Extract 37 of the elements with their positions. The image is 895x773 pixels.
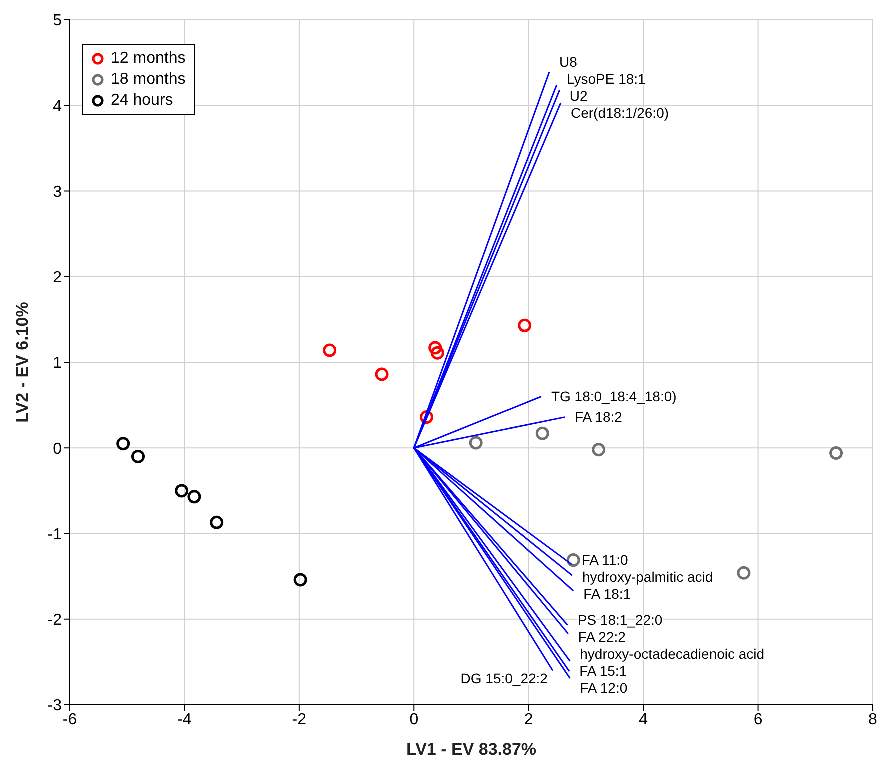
legend-label: 18 months (110, 70, 186, 90)
x-tick-label: 2 (524, 711, 534, 728)
series-label: FA 22:2 (578, 629, 626, 646)
y-tick-label: 4 (53, 98, 62, 116)
x-axis-title: LV1 - EV 83.87% (406, 740, 537, 759)
series-label: DG 15:0_22:2 (460, 670, 548, 687)
y-tick-label: 1 (53, 355, 62, 372)
x-tick-label: 6 (754, 711, 763, 728)
series-label: hydroxy-palmitic acid (582, 569, 714, 586)
series-label: hydroxy-octadecadienoic acid (580, 646, 765, 662)
series-label: FA 11:0 (582, 552, 629, 568)
legend-label: 12 months (110, 49, 186, 69)
y-tick-label: 0 (53, 440, 62, 458)
series-label: U8 (560, 54, 578, 70)
series-label: TG 18:0_18:4_18:0) (551, 388, 677, 405)
legend-label: 24 hours (110, 91, 174, 111)
series-label: FA 12:0 (580, 680, 628, 696)
series-label: PS 18:1_22:0 (578, 612, 663, 628)
y-tick-label: 2 (53, 270, 62, 287)
x-tick-label: -4 (178, 711, 192, 728)
y-tick-label: -3 (48, 698, 62, 715)
y-tick-label: 3 (53, 184, 62, 201)
series-label: U2 (570, 88, 588, 104)
series-label: LysoPE 18:1 (566, 71, 646, 88)
x-tick-label: 0 (410, 711, 419, 728)
x-tick-label: -6 (62, 711, 78, 728)
x-tick-label: 8 (868, 711, 878, 728)
series-label: Cer(d18:1/26:0) (570, 105, 670, 122)
y-tick-label: -1 (48, 526, 62, 544)
series-label: FA 18:2 (574, 409, 623, 426)
y-tick-label: -2 (48, 612, 62, 630)
x-tick-label: -2 (292, 711, 307, 728)
series-label: FA 18:1 (584, 586, 632, 602)
y-tick-label: 5 (53, 12, 62, 30)
x-tick-label: 4 (639, 711, 648, 728)
y-axis-title: LV2 - EV 6.10% (13, 302, 32, 423)
series-label: FA 15:1 (580, 663, 628, 680)
